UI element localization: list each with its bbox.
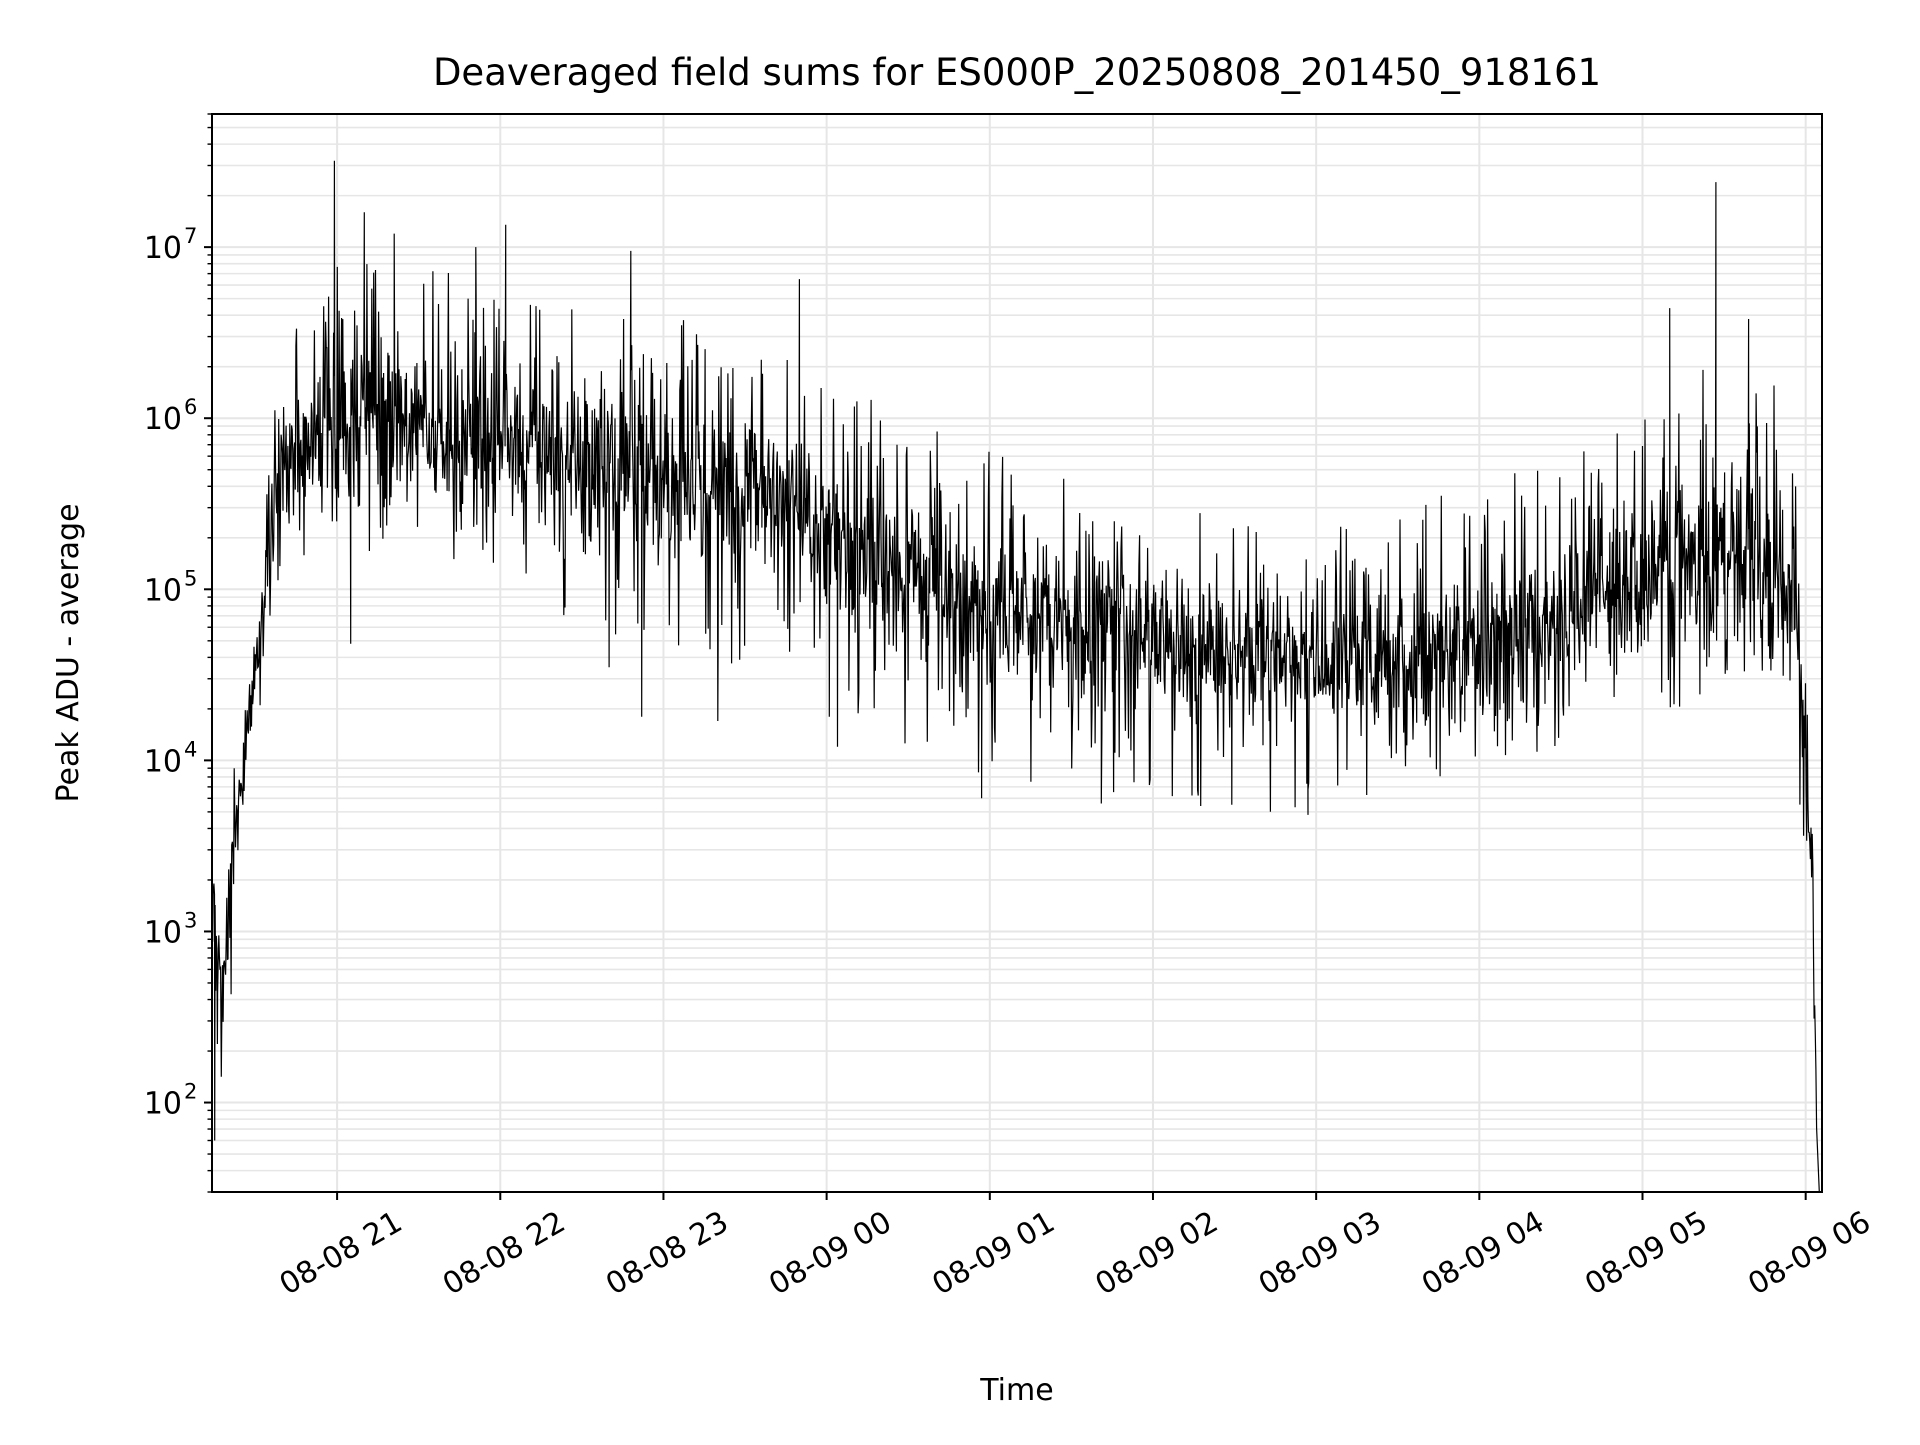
y-tick-label: 10 bbox=[144, 915, 182, 950]
y-tick-label: 10 bbox=[144, 231, 182, 266]
y-tick-label: 10 bbox=[144, 744, 182, 779]
y-tick-exponent: 3 bbox=[184, 908, 197, 932]
y-tick-base: 10 bbox=[144, 402, 182, 437]
series-line bbox=[211, 160, 1820, 1193]
y-tick-base: 10 bbox=[144, 744, 182, 779]
gridlines bbox=[212, 113, 1822, 1193]
y-tick-base: 10 bbox=[144, 915, 182, 950]
y-tick-exponent: 6 bbox=[184, 395, 197, 419]
y-tick-base: 10 bbox=[144, 573, 182, 608]
y-tick-exponent: 4 bbox=[184, 737, 197, 761]
y-axis-title: Peak ADU - average bbox=[51, 503, 86, 802]
y-tick-label: 10 bbox=[144, 1087, 182, 1122]
y-tick-label: 10 bbox=[144, 573, 182, 608]
y-tick-label: 10 bbox=[144, 402, 182, 437]
data-line-layer bbox=[211, 160, 1820, 1193]
y-tick-base: 10 bbox=[144, 1087, 182, 1122]
plot-frame bbox=[211, 113, 1823, 1193]
x-axis-title: Time bbox=[979, 1373, 1053, 1408]
y-tick-exponent: 5 bbox=[184, 566, 197, 590]
y-tick-exponent: 2 bbox=[184, 1080, 197, 1104]
y-tick-exponent: 7 bbox=[184, 224, 197, 248]
y-tick-base: 10 bbox=[144, 231, 182, 266]
chart-title: Deaveraged field sums for ES000P_2025080… bbox=[433, 51, 1601, 94]
